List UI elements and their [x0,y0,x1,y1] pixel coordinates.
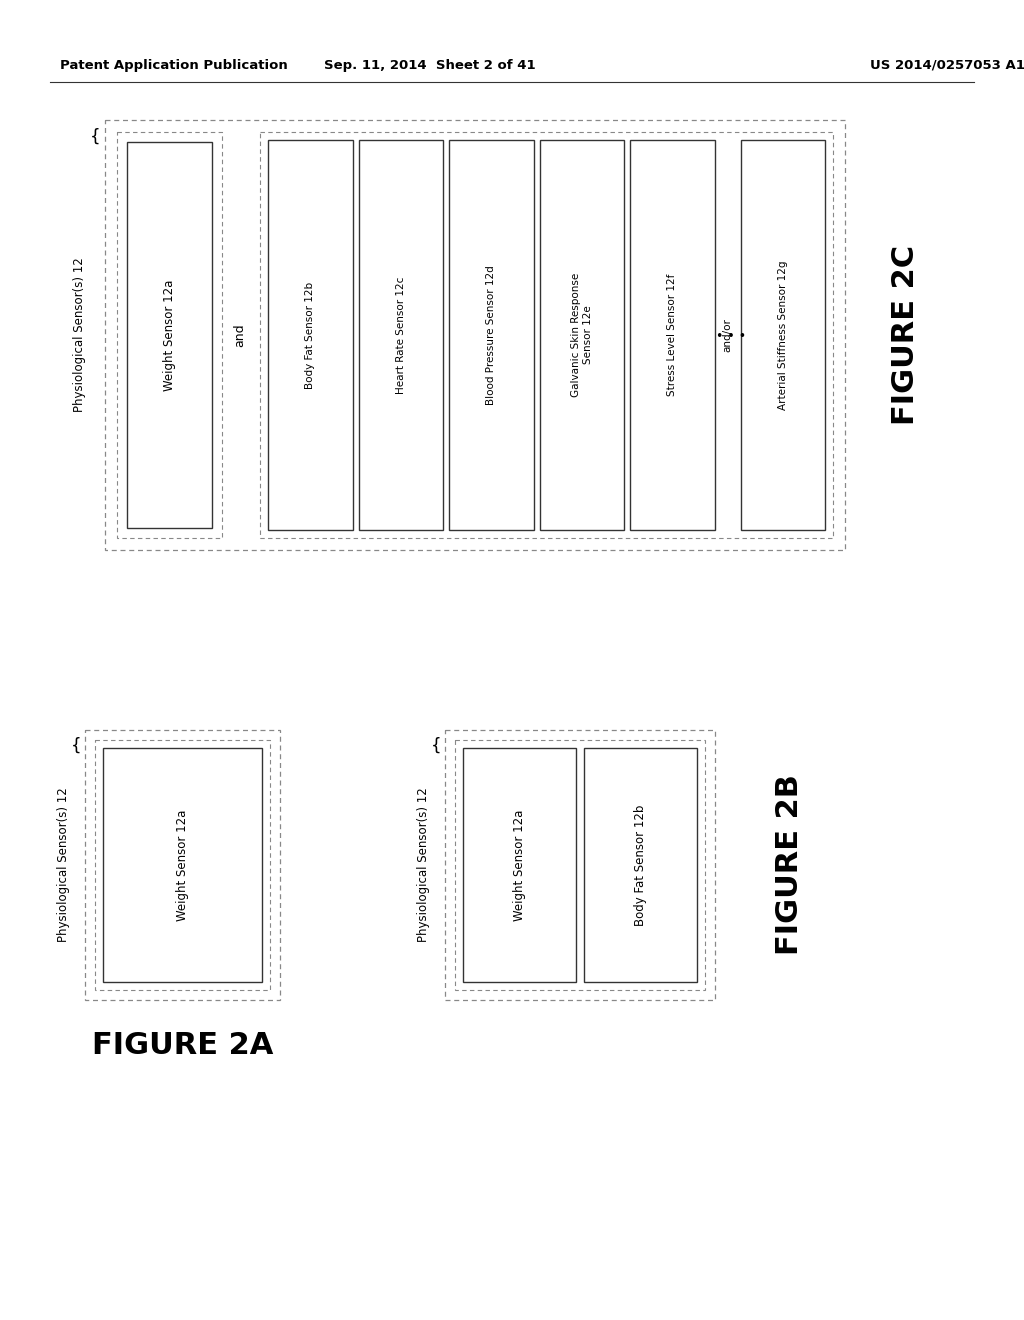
Text: Body Fat Sensor 12b: Body Fat Sensor 12b [634,804,647,925]
Bar [127,143,212,528]
Bar [449,140,534,531]
Text: Stress Level Sensor 12f: Stress Level Sensor 12f [668,273,677,396]
Bar [103,748,262,982]
Bar [260,132,833,539]
Bar [455,741,705,990]
Bar [358,140,443,531]
Text: Physiological Sensor(s) 12: Physiological Sensor(s) 12 [417,788,429,942]
Text: Body Fat Sensor 12b: Body Fat Sensor 12b [305,281,315,388]
Text: and/or: and/or [723,318,732,352]
Text: and: and [233,323,247,347]
Bar [95,741,270,990]
Bar [85,730,280,1001]
Text: Weight Sensor 12a: Weight Sensor 12a [513,809,526,920]
Text: US 2014/0257053 A1: US 2014/0257053 A1 [870,58,1024,71]
Text: Physiological Sensor(s) 12: Physiological Sensor(s) 12 [74,257,86,412]
Text: FIGURE 2A: FIGURE 2A [92,1031,273,1060]
Text: {: { [431,737,441,755]
Bar [268,140,352,531]
Text: Heart Rate Sensor 12c: Heart Rate Sensor 12c [395,276,406,393]
Text: Weight Sensor 12a: Weight Sensor 12a [163,280,176,391]
Bar [584,748,697,982]
Bar [630,140,715,531]
Text: Sep. 11, 2014  Sheet 2 of 41: Sep. 11, 2014 Sheet 2 of 41 [325,58,536,71]
Text: FIGURE 2B: FIGURE 2B [775,775,805,956]
Text: {: { [90,128,100,147]
Text: Weight Sensor 12a: Weight Sensor 12a [176,809,189,920]
Text: • • •: • • • [717,330,746,343]
Bar [117,132,222,539]
Text: Arterial Stiffness Sensor 12g: Arterial Stiffness Sensor 12g [778,260,787,409]
Text: Patent Application Publication: Patent Application Publication [60,58,288,71]
Text: FIGURE 2C: FIGURE 2C [891,246,920,425]
Text: Blood Pressure Sensor 12d: Blood Pressure Sensor 12d [486,265,497,405]
Bar [445,730,715,1001]
Text: Galvanic Skin Response
Sensor 12e: Galvanic Skin Response Sensor 12e [571,273,593,397]
Bar [740,140,825,531]
Bar [105,120,845,550]
Bar [540,140,624,531]
Bar [463,748,575,982]
Text: {: { [71,737,81,755]
Text: Physiological Sensor(s) 12: Physiological Sensor(s) 12 [56,788,70,942]
